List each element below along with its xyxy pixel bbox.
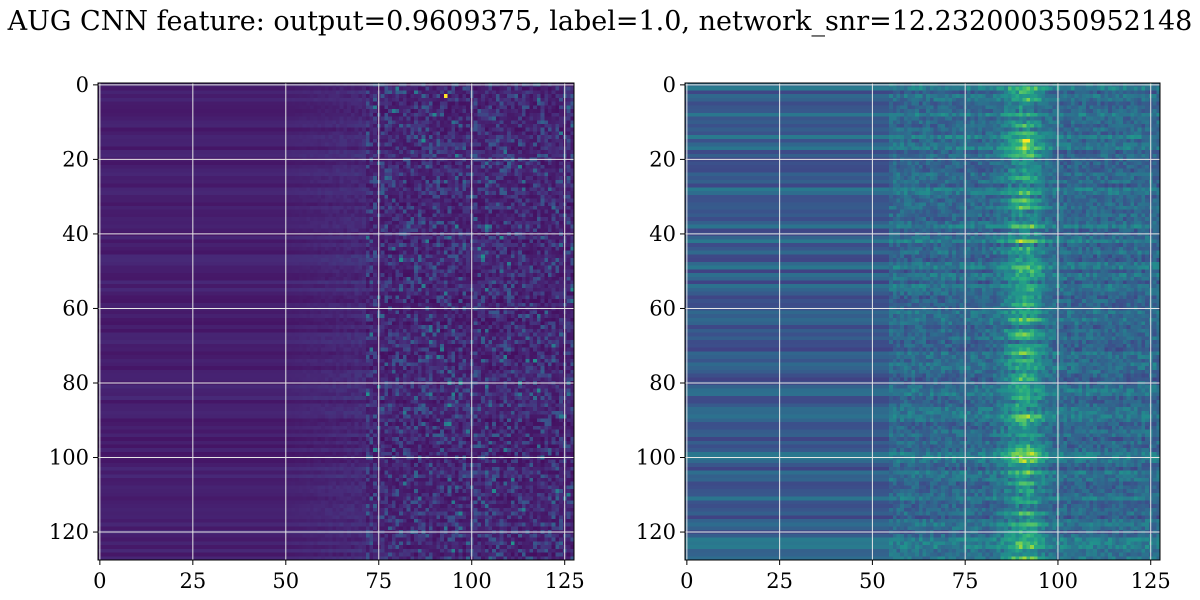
y-tick-label: 60 bbox=[62, 296, 89, 320]
y-tick-label: 120 bbox=[636, 520, 676, 544]
x-tick-label: 0 bbox=[93, 569, 106, 593]
axes-frame bbox=[684, 82, 1161, 561]
y-tick-label: 40 bbox=[649, 222, 676, 246]
y-tick-label: 80 bbox=[62, 371, 89, 395]
x-tick-label: 50 bbox=[272, 569, 299, 593]
y-tick-label: 100 bbox=[636, 446, 676, 470]
right-heatmap-panel: 0 25 50 75 100 125 0 20 40 60 80 100 120 bbox=[636, 73, 1171, 593]
y-tick-label: 100 bbox=[49, 446, 89, 470]
figure-title: AUG CNN feature: output=0.9609375, label… bbox=[0, 6, 1200, 46]
figure-title-text: AUG CNN feature: output=0.9609375, label… bbox=[7, 6, 1193, 37]
x-tick-label: 0 bbox=[680, 569, 693, 593]
y-tick-label: 40 bbox=[62, 222, 89, 246]
y-tick-label: 0 bbox=[663, 73, 676, 97]
y-tick-label: 120 bbox=[49, 520, 89, 544]
x-tick-label: 25 bbox=[766, 569, 793, 593]
left-heatmap-panel: 0 25 50 75 100 125 0 20 40 60 80 100 120 bbox=[49, 73, 585, 593]
y-tick-label: 20 bbox=[649, 147, 676, 171]
heatmap-image bbox=[685, 83, 1160, 560]
x-tick-label: 75 bbox=[365, 569, 392, 593]
axes-frame bbox=[97, 82, 575, 561]
x-tick-label: 125 bbox=[1131, 569, 1171, 593]
x-tick-label: 125 bbox=[545, 569, 585, 593]
heatmap-image bbox=[98, 83, 574, 560]
y-tick-label: 20 bbox=[62, 147, 89, 171]
x-tick-label: 100 bbox=[1038, 569, 1078, 593]
x-tick-label: 25 bbox=[179, 569, 206, 593]
x-tick-label: 75 bbox=[952, 569, 979, 593]
x-tick-label: 100 bbox=[452, 569, 492, 593]
x-tick-label: 50 bbox=[859, 569, 886, 593]
y-tick-label: 0 bbox=[76, 73, 89, 97]
y-tick-label: 60 bbox=[649, 296, 676, 320]
y-tick-label: 80 bbox=[649, 371, 676, 395]
